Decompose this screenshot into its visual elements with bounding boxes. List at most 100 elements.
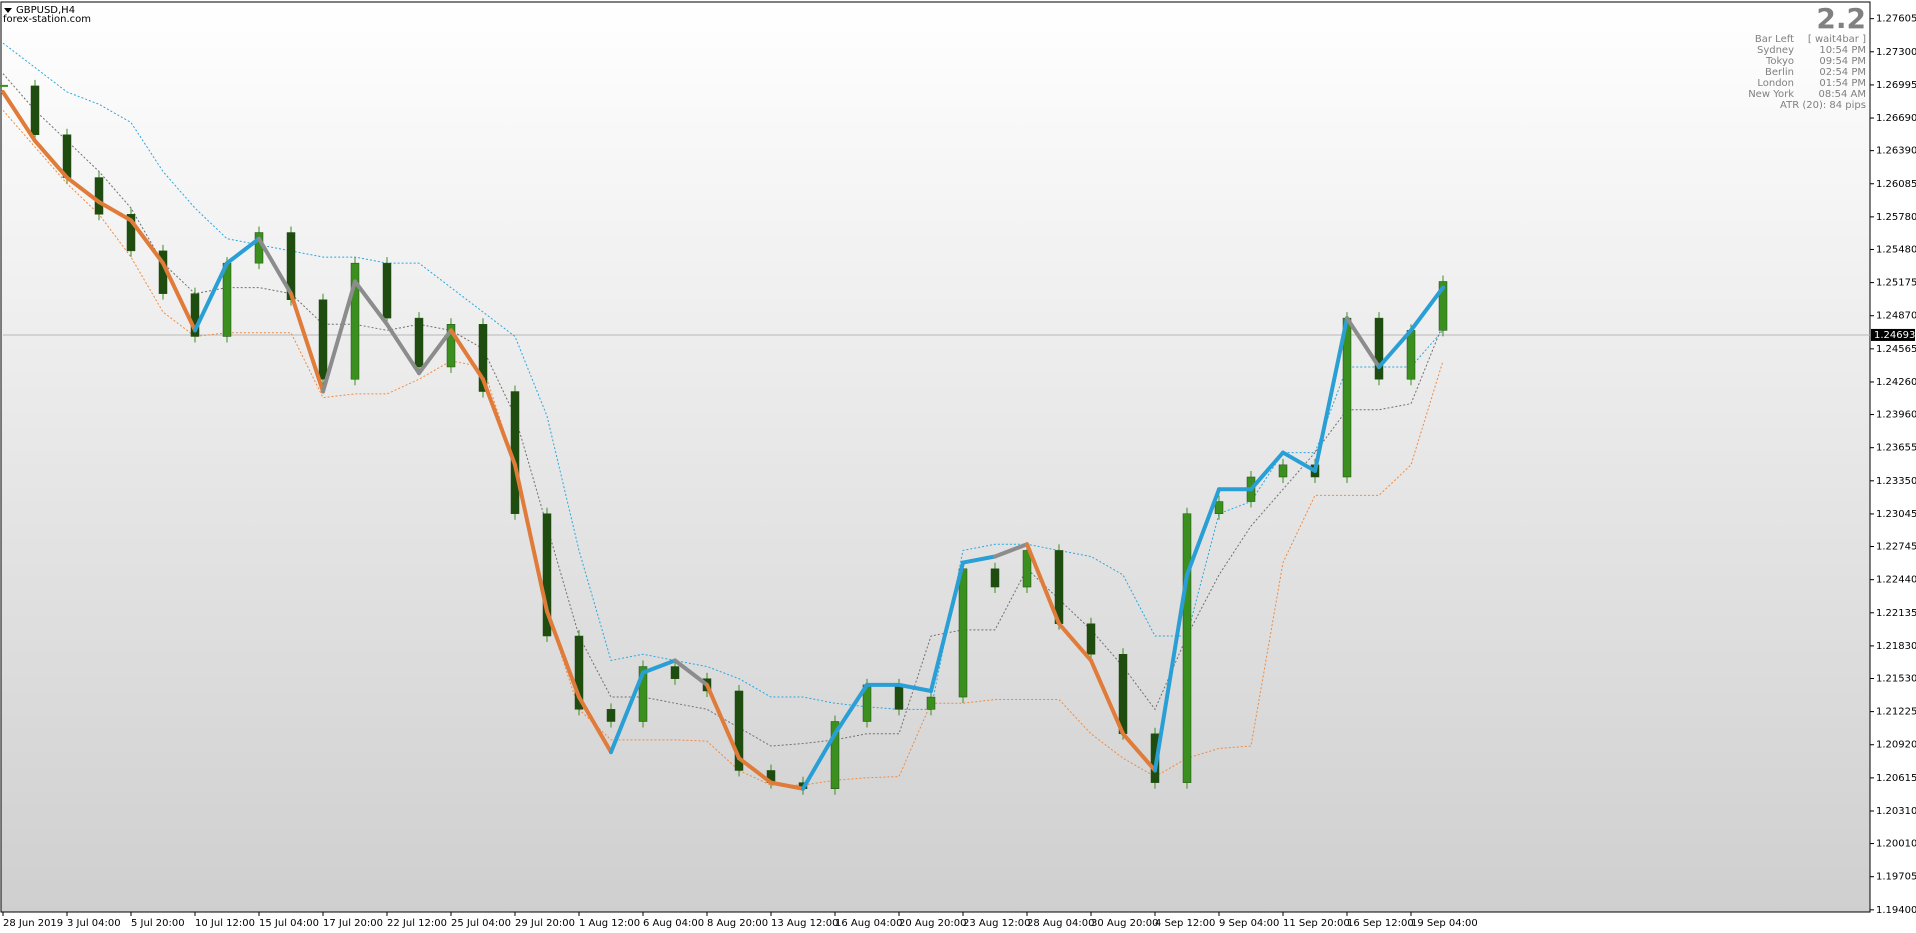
x-tick-label: 19 Sep 04:00 — [1411, 918, 1478, 929]
info-label: Tokyo — [1765, 56, 1794, 67]
trend-line — [993, 542, 1029, 559]
trend-line — [1121, 731, 1157, 773]
info-label: Sydney — [1757, 45, 1794, 56]
candle — [1182, 513, 1192, 783]
candle — [318, 299, 328, 380]
candle — [446, 324, 456, 368]
candle — [958, 568, 968, 698]
candle — [0, 84, 8, 87]
trend-line — [737, 756, 773, 785]
y-tick-label: 1.21830 — [1876, 641, 1916, 652]
y-tick-label: 1.25480 — [1876, 244, 1916, 255]
candle — [62, 134, 72, 178]
y-tick-label: 1.25175 — [1876, 278, 1916, 289]
trend-line — [97, 200, 133, 223]
x-tick-label: 29 Jul 20:00 — [515, 918, 575, 929]
y-tick-label: 1.24260 — [1876, 377, 1916, 388]
trend-line — [1025, 542, 1061, 626]
y-tick-label: 1.20010 — [1876, 839, 1916, 850]
menu-arrow — [4, 8, 12, 13]
trend-line — [641, 658, 677, 675]
x-tick-label: 8 Aug 20:00 — [707, 918, 768, 929]
candle — [382, 262, 392, 319]
x-tick-label: 1 Aug 12:00 — [579, 918, 640, 929]
y-tick-label: 1.27300 — [1876, 47, 1916, 58]
candle — [830, 721, 840, 789]
candle — [734, 690, 744, 771]
info-label: Berlin — [1765, 67, 1794, 78]
trend-line — [769, 780, 805, 791]
candle — [1086, 623, 1096, 655]
trend-line — [1185, 487, 1221, 577]
y-tick-label: 1.27605 — [1876, 14, 1916, 25]
chart-title: GBPUSD,H4 — [16, 5, 75, 16]
x-tick-label: 16 Aug 04:00 — [835, 918, 902, 929]
y-tick-label: 1.21225 — [1876, 707, 1916, 718]
x-tick-label: 16 Sep 12:00 — [1347, 918, 1414, 929]
info-value: 08:54 AM — [1819, 89, 1866, 100]
candle — [1214, 501, 1224, 514]
y-tick-label: 1.23350 — [1876, 476, 1916, 487]
trend-line — [1345, 316, 1381, 369]
y-tick-label: 1.19705 — [1876, 872, 1916, 883]
trend-line — [705, 682, 741, 761]
trend-line — [1089, 658, 1125, 736]
candle — [1374, 317, 1384, 380]
trend-line — [353, 279, 389, 327]
x-tick-label: 5 Jul 20:00 — [131, 918, 185, 929]
y-tick-label: 1.20310 — [1876, 806, 1916, 817]
info-atr: ATR (20): 84 pips — [1780, 100, 1866, 111]
info-value: 09:54 PM — [1819, 56, 1866, 67]
y-tick-label: 1.20615 — [1876, 773, 1916, 784]
info-value: 10:54 PM — [1819, 45, 1866, 56]
info-value: [ wait4bar ] — [1808, 34, 1866, 45]
trend-line — [161, 261, 197, 333]
info-value: 02:54 PM — [1819, 67, 1866, 78]
trend-line — [961, 554, 997, 565]
candle — [414, 317, 424, 368]
trend-line — [385, 322, 421, 376]
trend-line — [1153, 572, 1189, 773]
x-tick-label: 30 Aug 20:00 — [1091, 918, 1158, 929]
trend-line — [833, 682, 869, 736]
candle — [990, 568, 1000, 588]
trend-line — [449, 328, 485, 382]
y-tick-label: 1.21530 — [1876, 673, 1916, 684]
y-tick-label: 1.26690 — [1876, 113, 1916, 124]
info-value: 01:54 PM — [1819, 78, 1866, 89]
trend-line — [577, 695, 613, 755]
candle — [94, 177, 104, 215]
info-label: New York — [1748, 89, 1794, 100]
candle — [574, 635, 584, 710]
trend-line — [321, 279, 357, 394]
info-panel: 2.2 Bar Left [ wait4bar ] Sydney 10:54 PM To… — [1748, 2, 1866, 111]
x-tick-label: 17 Jul 20:00 — [323, 918, 383, 929]
x-tick-label: 4 Sep 12:00 — [1155, 918, 1215, 929]
candle — [606, 709, 616, 722]
x-tick-label: 28 Jun 2019 — [3, 918, 63, 929]
candle — [222, 262, 232, 337]
trend-line — [1377, 328, 1413, 369]
trend-line — [193, 261, 229, 333]
marks — [0, 42, 1870, 795]
x-tick-label: 6 Aug 04:00 — [643, 918, 704, 929]
candle — [1438, 281, 1448, 331]
trend-line — [257, 236, 293, 296]
x-tick-label: 23 Aug 12:00 — [963, 918, 1030, 929]
y-tick-label: 1.22135 — [1876, 608, 1916, 619]
candle — [1342, 317, 1352, 478]
plot-area — [0, 1, 1871, 913]
trend-line — [513, 462, 549, 614]
y-tick-label: 1.22440 — [1876, 575, 1916, 586]
y-tick-label: 1.23045 — [1876, 509, 1916, 520]
y-tick-label: 1.22745 — [1876, 542, 1916, 553]
y-tick-label: 1.25780 — [1876, 212, 1916, 223]
last-price-label: 1.24693 — [1874, 330, 1915, 341]
x-tick-label: 3 Jul 04:00 — [67, 918, 121, 929]
x-tick-label: 20 Aug 20:00 — [899, 918, 966, 929]
trend-line — [1057, 621, 1093, 663]
candle — [1406, 330, 1416, 380]
last-price-tag — [1871, 328, 1915, 341]
candle — [670, 666, 680, 679]
